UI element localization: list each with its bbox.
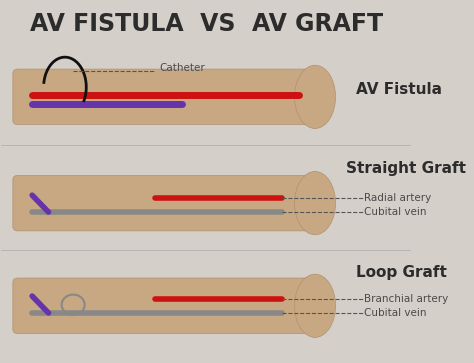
FancyBboxPatch shape (13, 175, 310, 231)
Text: Radial artery: Radial artery (364, 193, 431, 203)
Text: Straight Graft: Straight Graft (346, 162, 466, 176)
Ellipse shape (294, 274, 336, 337)
FancyBboxPatch shape (13, 69, 310, 125)
Text: Cubital vein: Cubital vein (364, 207, 427, 217)
Text: Branchial artery: Branchial artery (364, 294, 448, 303)
Ellipse shape (294, 171, 336, 235)
Text: AV FISTULA  VS  AV GRAFT: AV FISTULA VS AV GRAFT (30, 12, 383, 36)
FancyBboxPatch shape (13, 278, 310, 334)
Ellipse shape (294, 65, 336, 129)
Text: Loop Graft: Loop Graft (356, 265, 447, 280)
Text: Cubital vein: Cubital vein (364, 308, 427, 318)
Text: Catheter: Catheter (159, 63, 205, 73)
Text: AV Fistula: AV Fistula (356, 82, 442, 97)
